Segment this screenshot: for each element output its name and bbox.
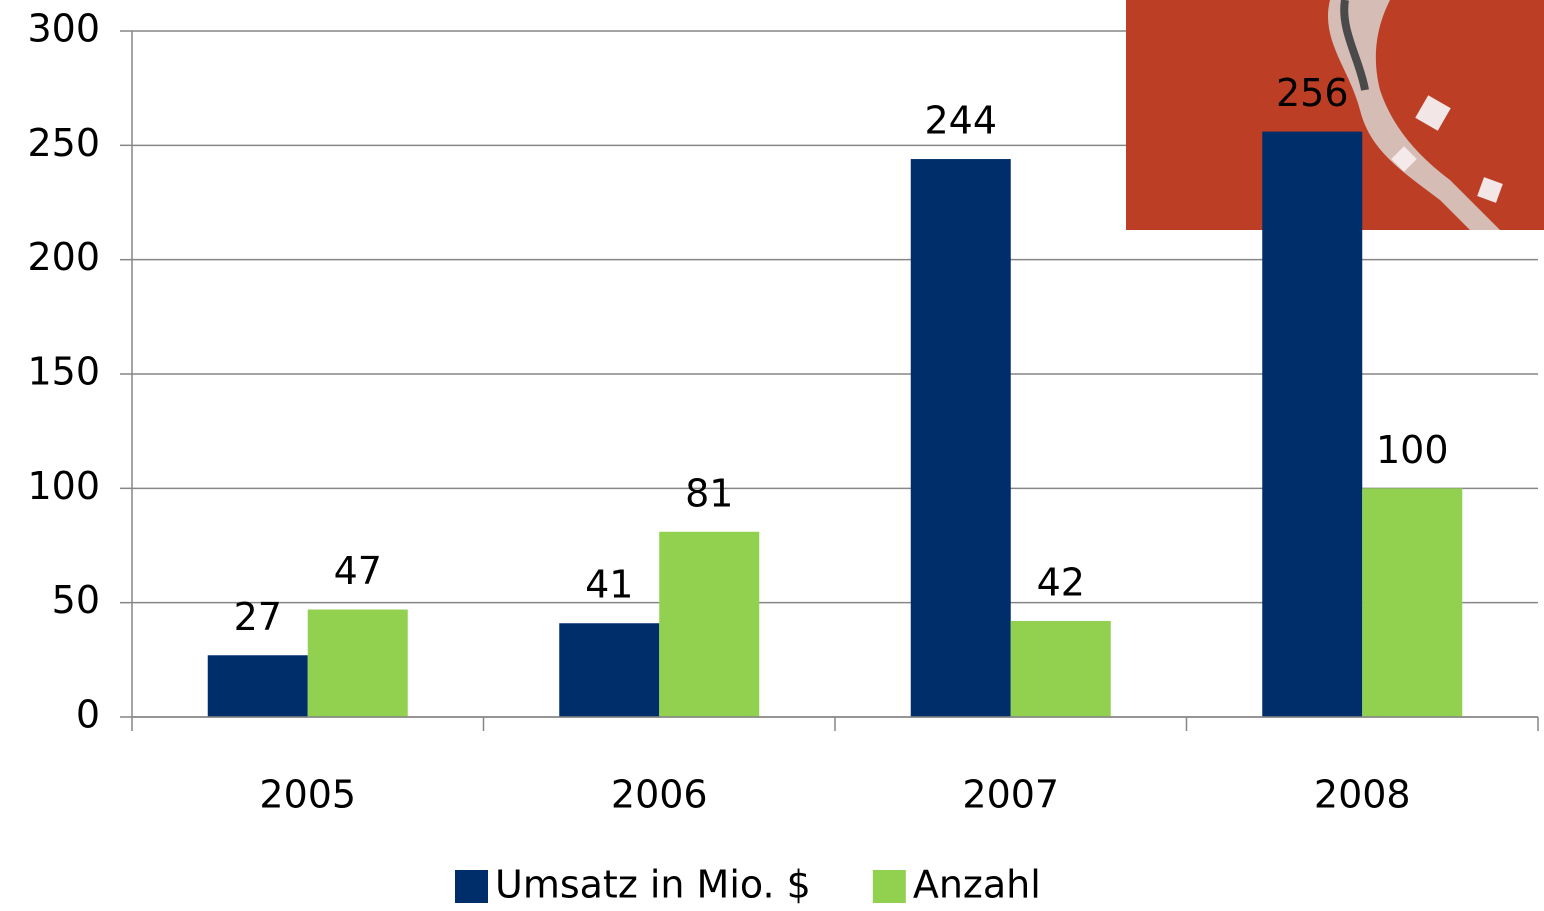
x-tick-label: 2007: [962, 773, 1059, 817]
bar: [659, 531, 760, 717]
x-tick-label: 2005: [259, 773, 356, 817]
grid: [132, 30, 1538, 718]
legend-swatch: [872, 870, 906, 903]
bar: [1362, 488, 1463, 717]
x-tick-label: 2008: [1314, 773, 1411, 817]
value-label: 47: [334, 549, 382, 593]
value-label: 244: [924, 99, 997, 143]
value-label: 256: [1276, 71, 1349, 115]
axes: 0 50 100 150 200 250 300 2005 2006 2007 2008: [27, 7, 1539, 817]
y-tick-label: 0: [76, 693, 100, 737]
y-tick-label: 100: [27, 464, 100, 508]
value-label: 27: [234, 595, 282, 639]
value-label: 42: [1037, 560, 1085, 604]
bar: [1262, 131, 1363, 717]
legend-label: Anzahl: [913, 863, 1041, 907]
legend-swatch: [455, 870, 488, 903]
y-tick-label: 300: [27, 7, 100, 51]
value-label: 41: [585, 563, 633, 607]
y-tick-label: 150: [27, 350, 100, 394]
bar: [559, 623, 660, 717]
bar: [910, 159, 1011, 717]
y-tick-label: 50: [52, 578, 100, 622]
legend: Umsatz in Mio. $ Anzahl: [455, 863, 1041, 907]
y-tick-label: 200: [27, 235, 100, 279]
bar: [207, 655, 308, 717]
value-label: 81: [685, 471, 733, 515]
marks: 27 47 41 81 244 42 256 100: [207, 71, 1463, 717]
bar: [1010, 620, 1111, 717]
legend-label: Umsatz in Mio. $: [495, 863, 811, 907]
y-tick-label: 250: [27, 121, 100, 165]
value-label: 100: [1376, 428, 1449, 472]
bar: [307, 609, 408, 717]
x-tick-label: 2006: [611, 773, 708, 817]
